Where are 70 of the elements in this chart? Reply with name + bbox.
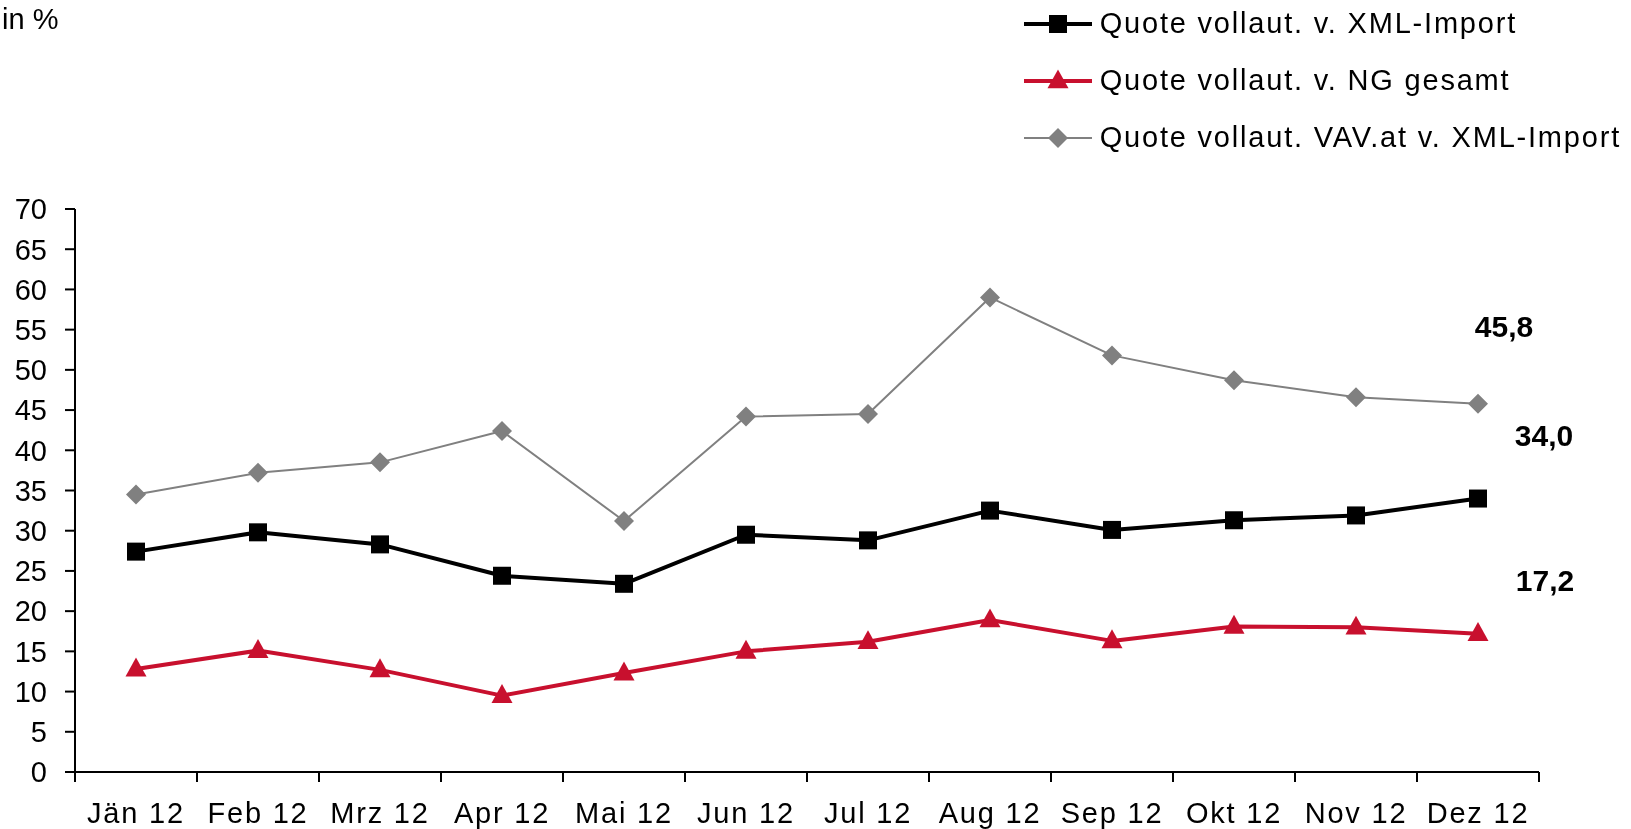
point: [125, 657, 147, 677]
y-tick-label: 10: [14, 675, 47, 708]
point: [1102, 345, 1122, 366]
point: [735, 639, 757, 659]
y-tick-label: 60: [14, 273, 47, 306]
legend-label: Quote vollaut. VAV.at v. XML-Import: [1099, 121, 1621, 154]
point: [1467, 622, 1489, 642]
data-label: 45,8: [1474, 310, 1534, 344]
x-tick-label: Dez 12: [1426, 797, 1530, 829]
point: [1468, 393, 1488, 414]
x-tick-label: Feb 12: [207, 797, 309, 829]
point: [737, 525, 755, 544]
point: [981, 501, 999, 520]
point: [371, 535, 389, 554]
data-label: 17,2: [1515, 564, 1575, 598]
point: [1469, 489, 1487, 508]
x-tick-label: Mrz 12: [330, 797, 430, 829]
point: [859, 531, 877, 550]
point: [491, 684, 513, 703]
point: [248, 462, 268, 483]
y-tick-label: 5: [30, 716, 47, 749]
point: [126, 484, 146, 505]
y-tick-label: 40: [14, 434, 47, 467]
point: [249, 523, 267, 542]
x-tick-label: Nov 12: [1304, 797, 1408, 829]
y-tick-label: 15: [14, 635, 47, 668]
point: [1345, 615, 1367, 635]
point: [127, 542, 145, 561]
point: [369, 658, 391, 678]
point: [858, 404, 878, 425]
x-tick-label: Aug 12: [938, 797, 1042, 829]
point: [857, 630, 879, 650]
y-tick-label: 35: [14, 474, 47, 507]
y-tick-label: 0: [30, 756, 47, 789]
y-tick-label: 20: [14, 595, 47, 628]
point: [1101, 629, 1123, 649]
x-tick-label: Jul 12: [823, 797, 913, 829]
point: [614, 511, 634, 532]
point: [979, 608, 1001, 628]
y-tick-label: 30: [14, 515, 47, 548]
point: [1347, 506, 1365, 525]
y-tick-label: 25: [14, 555, 47, 588]
y-tick-label: 55: [14, 313, 47, 346]
legend-label: Quote vollaut. v. NG gesamt: [1099, 64, 1511, 97]
point: [1225, 511, 1243, 530]
x-tick-label: Okt 12: [1185, 797, 1283, 829]
point: [1346, 387, 1366, 408]
y-tick-label: 45: [14, 394, 47, 427]
point: [1223, 614, 1245, 634]
y-tick-label: 70: [14, 193, 47, 226]
point: [980, 287, 1000, 308]
x-tick-label: Sep 12: [1060, 797, 1164, 829]
y-tick-label: 65: [14, 233, 47, 266]
x-tick-label: Apr 12: [453, 797, 551, 829]
x-tick-label: Mai 12: [575, 797, 673, 829]
point: [492, 420, 512, 441]
point: [247, 639, 269, 658]
point: [736, 406, 756, 427]
point: [613, 661, 635, 681]
point: [615, 574, 633, 593]
point: [370, 452, 390, 473]
y-tick-label: 50: [14, 354, 47, 387]
point: [1224, 370, 1244, 391]
x-tick-label: Jun 12: [697, 797, 795, 829]
text: in %: [2, 3, 59, 36]
point: [1103, 520, 1121, 539]
x-tick-label: Jän 12: [87, 797, 185, 829]
data-label: 34,0: [1514, 419, 1574, 453]
legend-label: Quote vollaut. v. XML-Import: [1099, 7, 1518, 40]
point: [493, 566, 511, 585]
